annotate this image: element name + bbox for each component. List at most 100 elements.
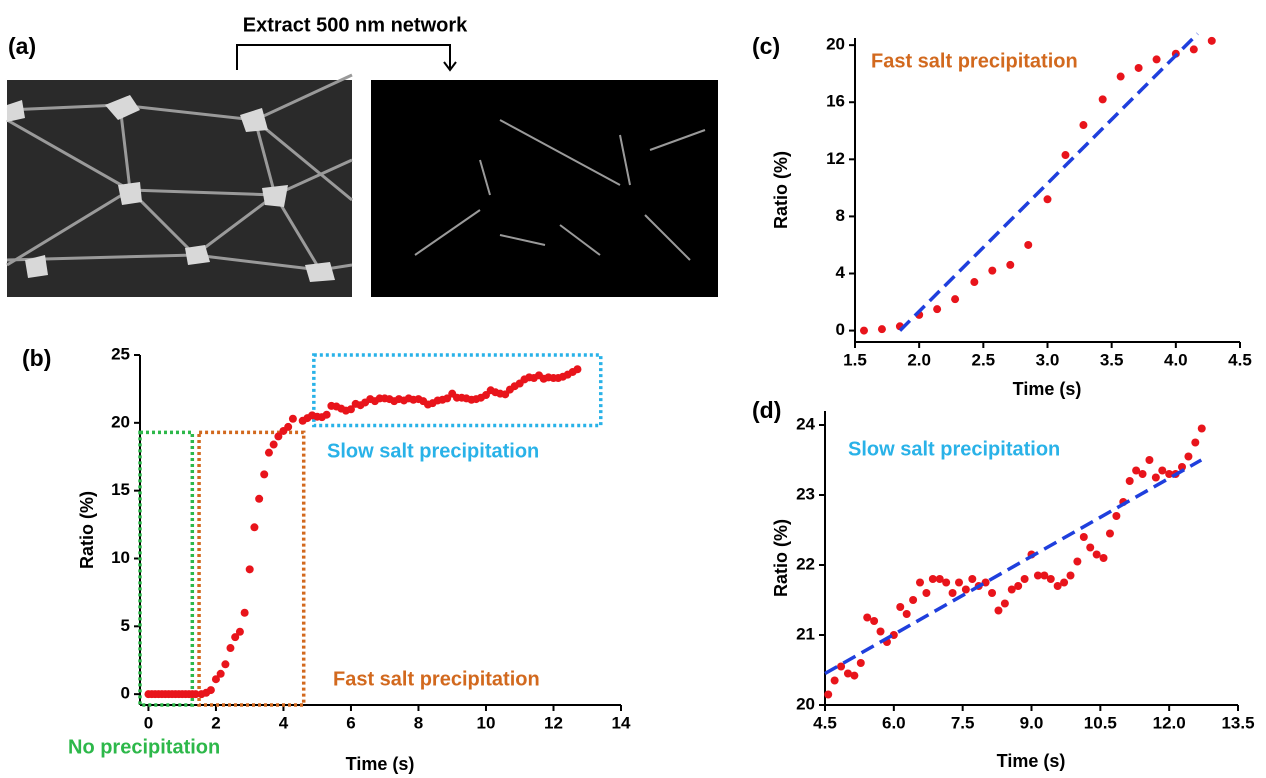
point	[922, 589, 930, 597]
point	[863, 614, 871, 622]
point	[236, 628, 244, 636]
x-tick-label: 4	[279, 713, 289, 732]
y-tick-label: 22	[796, 554, 815, 573]
point	[1117, 73, 1125, 81]
panel-label: (b)	[22, 345, 51, 371]
point	[1198, 425, 1206, 433]
point	[878, 325, 886, 333]
point	[226, 644, 234, 652]
point	[270, 441, 278, 449]
y-tick-label: 16	[826, 92, 845, 111]
y-tick-label: 4	[836, 263, 846, 282]
point	[1080, 533, 1088, 541]
point	[284, 423, 292, 431]
point	[1061, 151, 1069, 159]
point	[250, 523, 258, 531]
point	[994, 607, 1002, 615]
annotation: Fast salt precipitation	[871, 50, 1078, 72]
y-tick-label: 15	[111, 480, 130, 499]
x-tick-label: 9.0	[1020, 713, 1044, 732]
point	[916, 579, 924, 587]
point	[1208, 37, 1216, 45]
x-axis-title: Time (s)	[997, 751, 1066, 771]
y-axis-title: Ratio (%)	[771, 151, 791, 229]
point	[951, 295, 959, 303]
point	[955, 579, 963, 587]
point	[207, 686, 215, 694]
point	[929, 575, 937, 583]
y-tick-label: 5	[121, 616, 130, 635]
x-tick-label: 6	[346, 713, 355, 732]
y-tick-label: 20	[796, 694, 815, 713]
point	[1153, 55, 1161, 63]
y-tick-label: 25	[111, 344, 130, 363]
point	[988, 267, 996, 275]
bracket	[237, 45, 450, 70]
x-axis-title: Time (s)	[346, 754, 415, 774]
point	[265, 449, 273, 457]
point	[1060, 579, 1068, 587]
point	[1021, 575, 1029, 583]
point	[241, 609, 249, 617]
point	[962, 586, 970, 594]
point	[1106, 530, 1114, 538]
point	[260, 470, 268, 478]
point	[1001, 600, 1009, 608]
x-tick-label: 12.0	[1153, 713, 1186, 732]
y-tick-label: 10	[111, 548, 130, 567]
point	[903, 610, 911, 618]
point	[1126, 477, 1134, 485]
panel-label: (d)	[752, 397, 781, 423]
point	[289, 415, 297, 423]
y-axis-title: Ratio (%)	[771, 519, 791, 597]
x-tick-label: 3.5	[1100, 350, 1124, 369]
point	[1044, 195, 1052, 203]
x-tick-label: 12	[544, 713, 563, 732]
annotation: Slow salt precipitation	[327, 440, 539, 462]
point	[933, 305, 941, 313]
point	[1093, 551, 1101, 559]
y-tick-label: 8	[836, 206, 845, 225]
point	[1100, 554, 1108, 562]
y-tick-label: 12	[826, 149, 845, 168]
point	[1184, 453, 1192, 461]
point	[949, 589, 957, 597]
point	[860, 327, 868, 335]
point	[1135, 64, 1143, 72]
x-tick-label: 2	[211, 713, 220, 732]
point	[988, 589, 996, 597]
y-tick-label: 0	[836, 320, 845, 339]
y-tick-label: 23	[796, 484, 815, 503]
x-tick-label: 1.5	[843, 350, 867, 369]
micrograph-raw	[7, 75, 352, 297]
y-tick-label: 20	[826, 35, 845, 54]
x-tick-label: 4.0	[1164, 350, 1188, 369]
x-tick-label: 4.5	[1228, 350, 1252, 369]
point	[850, 672, 858, 680]
point	[831, 677, 839, 685]
x-tick-label: 14	[612, 713, 631, 732]
point	[877, 628, 885, 636]
point	[1067, 572, 1075, 580]
panel-label: (a)	[8, 33, 36, 59]
point	[1086, 544, 1094, 552]
x-tick-label: 13.5	[1221, 713, 1254, 732]
point	[1073, 558, 1081, 566]
y-axis-title: Ratio (%)	[77, 491, 97, 569]
point	[1047, 575, 1055, 583]
x-tick-label: 8	[414, 713, 423, 732]
point	[1139, 470, 1147, 478]
y-tick-label: 21	[796, 624, 815, 643]
point	[1099, 95, 1107, 103]
point	[255, 495, 263, 503]
y-tick-label: 20	[111, 412, 130, 431]
x-tick-label: 2.5	[972, 350, 996, 369]
point	[1006, 261, 1014, 269]
annotation: Extract 500 nm network	[243, 14, 468, 36]
x-tick-label: 6.0	[882, 713, 906, 732]
point	[1014, 582, 1022, 590]
point	[1024, 241, 1032, 249]
annotation: Fast salt precipitation	[333, 668, 540, 690]
y-tick-label: 24	[796, 414, 815, 433]
point	[942, 579, 950, 587]
